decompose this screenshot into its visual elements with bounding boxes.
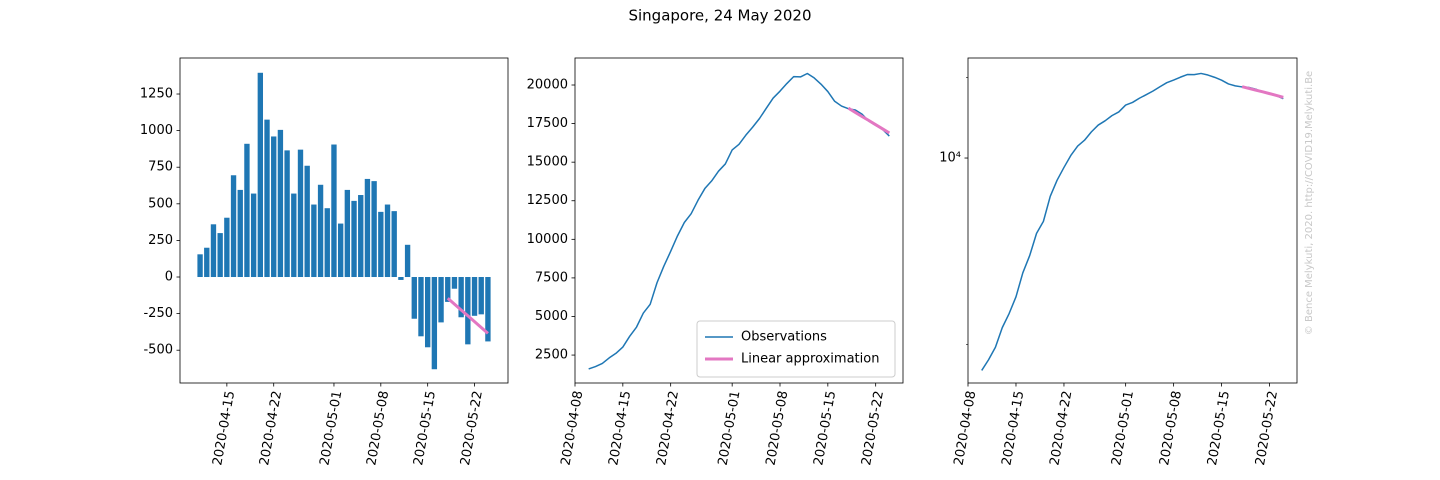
bar [224,217,230,278]
y-tick-label: 750 [148,160,173,175]
y-tick-label: 1250 [140,87,173,102]
y-tick-label: 20000 [527,78,568,93]
line [847,106,891,135]
bar [237,189,243,278]
bar [337,223,344,278]
bar [250,193,257,278]
bar [344,189,351,278]
line [446,297,489,335]
y-tick-label: 7500 [535,270,568,285]
bar [304,165,310,278]
bar [418,277,424,337]
bar [204,247,210,278]
bar [277,129,284,278]
bar [297,149,304,278]
y-tick-label: -500 [143,343,173,358]
watermark: © Bence Melykuti, 2020. http://COVID19.M… [1304,71,1315,335]
y-tick-label: -250 [143,306,173,321]
bar [291,193,297,278]
bar [471,277,478,316]
bar [411,277,417,319]
legend-box [696,320,896,378]
bar [257,72,264,278]
y-tick-label: 500 [148,196,173,211]
line [588,72,890,370]
legend-label: Observations [741,330,827,345]
bar [217,233,223,278]
bar [391,211,397,278]
y-tick-label: 1000 [140,123,173,138]
bar [244,143,250,278]
axes-frame [574,57,904,384]
y-tick-label: 15000 [527,155,568,170]
y-tick-label: 12500 [527,193,568,208]
plot-area [981,72,1284,371]
bar [311,204,317,278]
bar [424,277,431,348]
bar [371,181,377,278]
y-tick-label: 10⁴ [939,151,961,166]
axes-frame [967,57,1298,384]
bar [210,224,217,278]
bar [431,277,438,370]
y-tick-label: 10000 [527,232,568,247]
plot-area [197,72,491,370]
bar [398,277,404,280]
bar [197,254,203,278]
legend-label: Linear approximation [741,352,879,367]
figure-title: Singapore, 24 May 2020 [628,7,811,25]
y-tick-label: 2500 [535,348,568,363]
bar [445,277,451,302]
plot-area [588,72,891,370]
bar [364,178,371,278]
bar [485,277,491,342]
line [1241,85,1284,99]
y-tick-label: 5000 [535,309,568,324]
bar [284,150,290,278]
bar [378,211,384,278]
y-tick-label: 250 [148,233,173,248]
bar [465,277,471,345]
bar [478,277,484,315]
bar [458,277,464,318]
bar [404,244,411,278]
bar [358,195,364,278]
y-tick-label: 0 [165,270,173,285]
bar [384,204,391,278]
axes-frame [179,57,509,384]
bar [264,119,270,278]
bar [451,277,458,289]
bar [438,277,444,323]
y-tick-label: 17500 [527,116,568,131]
bar [230,175,237,278]
line [981,72,1284,371]
bar [351,200,357,278]
bar [331,144,337,278]
bar [317,184,324,278]
bar [324,208,330,278]
bar [271,136,277,278]
